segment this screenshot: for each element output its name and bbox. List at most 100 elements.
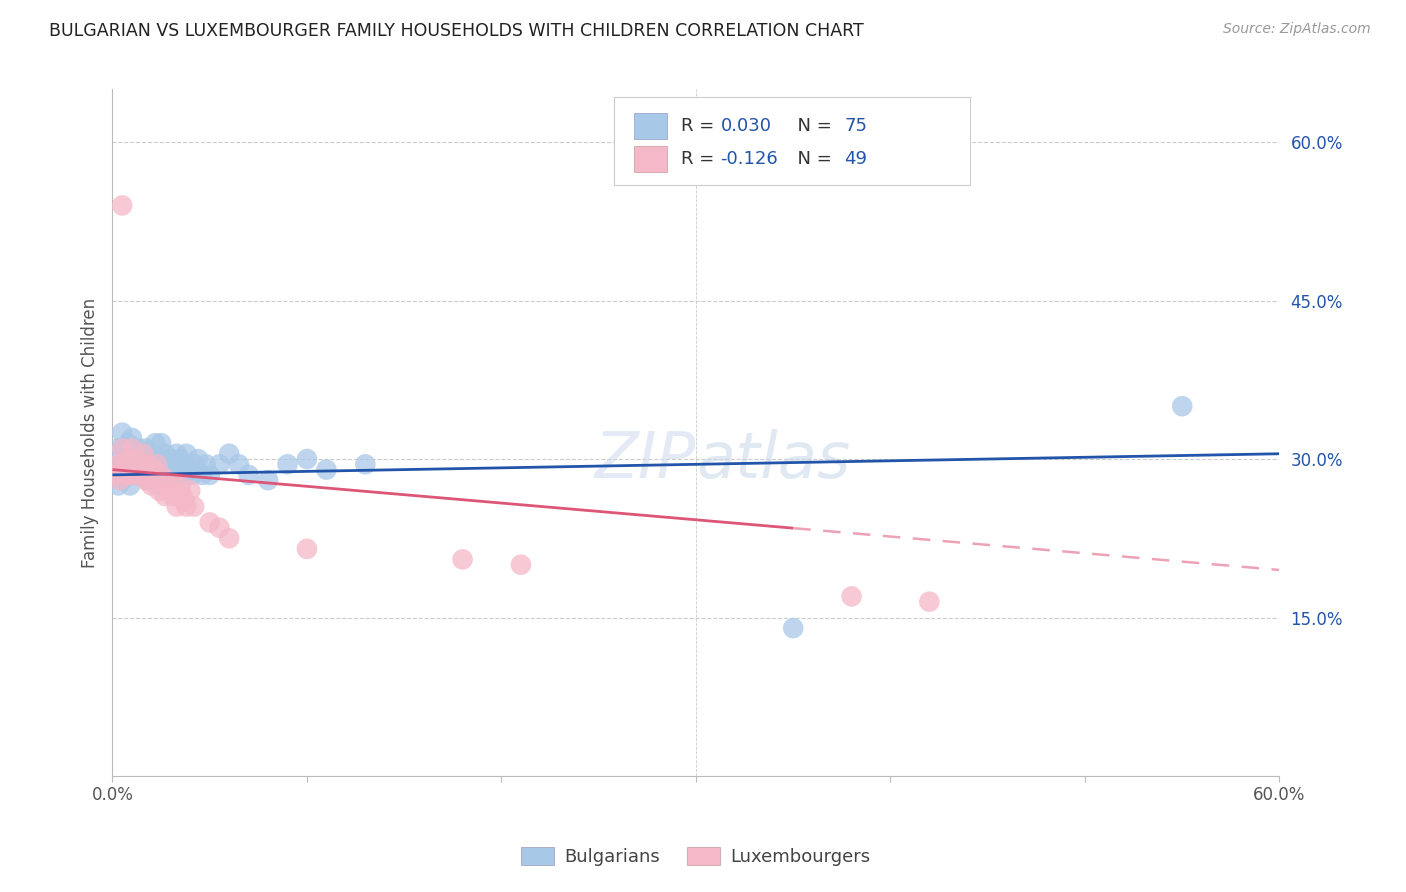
- Point: [315, 462, 337, 476]
- Point: [138, 452, 160, 467]
- Point: [125, 467, 148, 482]
- Point: [111, 458, 134, 472]
- Point: [121, 447, 143, 461]
- Point: [141, 447, 163, 461]
- Point: [125, 467, 148, 482]
- Point: [162, 458, 184, 472]
- Point: [115, 458, 138, 472]
- Point: [179, 462, 201, 476]
- Point: [166, 447, 188, 461]
- Point: [228, 458, 250, 472]
- Point: [135, 442, 157, 456]
- FancyBboxPatch shape: [614, 97, 970, 186]
- Point: [173, 467, 195, 482]
- Point: [179, 483, 201, 498]
- Point: [354, 458, 377, 472]
- Point: [143, 436, 166, 450]
- Point: [138, 467, 160, 482]
- Point: [107, 478, 129, 492]
- Point: [121, 467, 143, 482]
- Point: [782, 621, 804, 635]
- Point: [143, 473, 166, 487]
- Point: [131, 467, 153, 482]
- Point: [187, 452, 209, 467]
- Point: [117, 452, 139, 467]
- Point: [218, 531, 240, 545]
- Point: [121, 458, 143, 472]
- Point: [132, 447, 155, 461]
- Point: [111, 442, 134, 456]
- Text: 49: 49: [844, 150, 868, 169]
- Point: [208, 458, 231, 472]
- Point: [163, 478, 186, 492]
- Point: [112, 467, 135, 482]
- Point: [107, 442, 129, 456]
- Point: [152, 478, 174, 492]
- Point: [122, 462, 145, 476]
- Point: [191, 467, 214, 482]
- Point: [121, 431, 143, 445]
- Point: [117, 452, 139, 467]
- Legend: Bulgarians, Luxembourgers: Bulgarians, Luxembourgers: [522, 847, 870, 866]
- Point: [276, 458, 298, 472]
- Point: [142, 458, 165, 472]
- Point: [115, 467, 138, 482]
- Point: [111, 462, 134, 476]
- Point: [105, 462, 128, 476]
- Point: [160, 452, 183, 467]
- Point: [111, 198, 134, 212]
- Point: [143, 462, 166, 476]
- Point: [183, 458, 205, 472]
- Text: -0.126: -0.126: [720, 150, 779, 169]
- Y-axis label: Family Households with Children: Family Households with Children: [80, 298, 98, 567]
- Point: [118, 478, 141, 492]
- Text: N =: N =: [786, 117, 838, 135]
- Point: [128, 458, 150, 472]
- Point: [117, 436, 139, 450]
- Point: [132, 447, 155, 461]
- Text: 75: 75: [844, 117, 868, 135]
- FancyBboxPatch shape: [634, 112, 666, 138]
- Point: [183, 500, 205, 514]
- Point: [146, 458, 169, 472]
- Text: Source: ZipAtlas.com: Source: ZipAtlas.com: [1223, 22, 1371, 37]
- Point: [132, 467, 155, 482]
- Point: [218, 447, 240, 461]
- Point: [148, 467, 170, 482]
- FancyBboxPatch shape: [634, 146, 666, 172]
- Point: [138, 467, 160, 482]
- Point: [110, 467, 132, 482]
- Point: [112, 458, 135, 472]
- Point: [150, 436, 173, 450]
- Point: [295, 452, 318, 467]
- Point: [136, 473, 159, 487]
- Point: [135, 473, 157, 487]
- Point: [156, 473, 179, 487]
- Point: [181, 467, 204, 482]
- Point: [156, 467, 179, 482]
- Point: [295, 541, 318, 556]
- Point: [172, 489, 194, 503]
- Point: [127, 462, 149, 476]
- Point: [142, 462, 165, 476]
- Point: [131, 452, 153, 467]
- Point: [208, 521, 231, 535]
- Point: [127, 442, 149, 456]
- Point: [117, 467, 139, 482]
- Point: [451, 552, 474, 566]
- Point: [169, 452, 191, 467]
- Text: ZIP: ZIP: [595, 429, 696, 491]
- Point: [136, 458, 159, 472]
- Point: [110, 473, 132, 487]
- Point: [153, 447, 176, 461]
- Point: [127, 452, 149, 467]
- Point: [105, 467, 128, 482]
- Point: [107, 458, 129, 472]
- Text: atlas: atlas: [696, 429, 851, 491]
- Point: [111, 473, 134, 487]
- Point: [1171, 399, 1194, 413]
- Point: [198, 516, 221, 530]
- Point: [128, 467, 150, 482]
- Point: [160, 483, 183, 498]
- Point: [115, 442, 138, 456]
